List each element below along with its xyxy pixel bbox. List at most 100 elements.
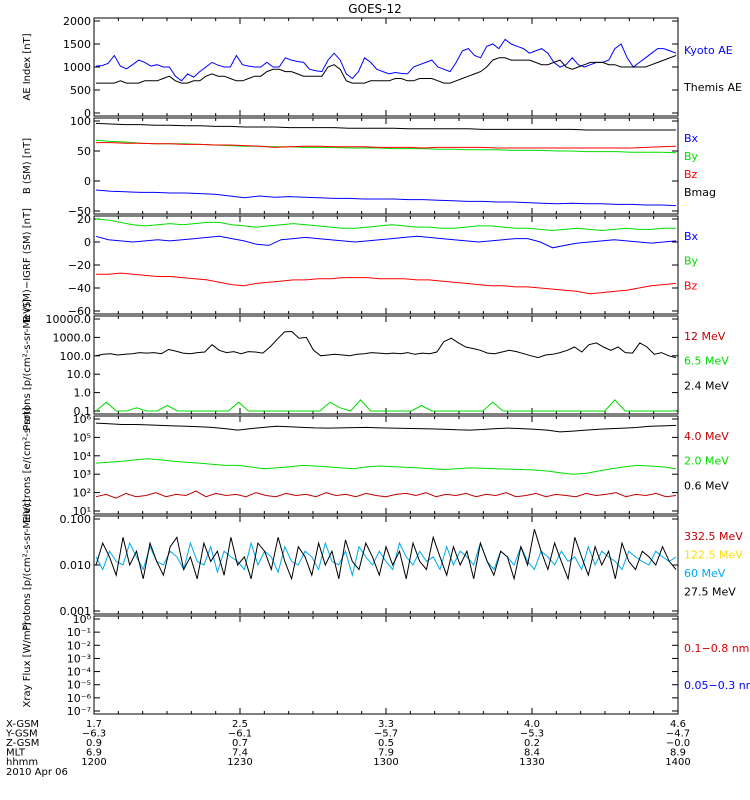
orbit-value: 1300	[373, 757, 398, 768]
orbit-value: 8.4	[524, 748, 540, 759]
y-tick-label: 20	[77, 213, 91, 226]
legend-entry: Bz	[684, 279, 698, 292]
y-tick-label: 0	[84, 175, 91, 188]
y-tick-label: 1.0	[74, 387, 92, 400]
series-line-bz	[96, 272, 677, 295]
series-line-2-0-mev	[95, 458, 677, 475]
y-tick-label: 500	[70, 84, 91, 97]
legend-entry: 0.05−0.3 nr	[684, 679, 750, 692]
y-tick-label: 1000	[63, 61, 91, 74]
legend-entry: 0.6 MeV	[684, 479, 729, 492]
y-tick-label: 10¹	[73, 505, 91, 518]
y-tick-label: 10⁴	[73, 450, 92, 463]
y-tick-label: 50	[77, 145, 91, 158]
y-axis-label: Electrons [e/(cm²-s-sr)]	[22, 407, 33, 523]
y-tick-label: 10⁰	[73, 613, 92, 626]
orbit-value: 0.7	[232, 738, 248, 749]
y-tick-label: 0.001	[60, 605, 92, 618]
panel-frame-4	[93, 315, 679, 415]
series-line-60-mev	[95, 541, 677, 578]
legend-entry: 60 MeV	[684, 567, 726, 580]
orbit-row-label: Z-GSM	[6, 738, 39, 749]
y-tick-label: 0.100	[60, 513, 92, 526]
y-axis-label: Protons [p/(cm²-s-sr-MeV)]	[22, 499, 33, 631]
y-tick-label: 1500	[63, 38, 91, 51]
orbit-value: −4.7	[666, 729, 690, 740]
legend-entry: 27.5 MeV	[684, 586, 736, 599]
legend-entry: 332.5 MeV	[684, 530, 743, 543]
orbit-value: 7.9	[378, 748, 394, 759]
orbit-value: 4.6	[670, 719, 686, 730]
series-line-bz	[96, 142, 677, 149]
y-tick-label: 10⁵	[73, 431, 91, 444]
legend-entry: 122.5 MeV	[684, 549, 743, 562]
orbit-value: −6.1	[228, 729, 252, 740]
legend-entry: 2.0 MeV	[684, 455, 729, 468]
series-line-2-4-mev	[95, 330, 677, 359]
y-tick-label: 10.0	[67, 368, 92, 381]
orbit-value: −0.0	[666, 738, 690, 749]
orbit-value: 8.9	[670, 748, 686, 759]
series-line-bmag	[95, 122, 676, 131]
orbit-row-label: Y-GSM	[5, 729, 38, 740]
panel-frame-2	[93, 117, 679, 215]
series-line-4-0-mev	[95, 490, 677, 499]
legend-entry: 0.1−0.8 nm	[684, 642, 749, 655]
orbit-value: 1230	[227, 757, 252, 768]
series-line-kyoto-ae	[95, 38, 677, 82]
y-tick-label: 10²	[73, 487, 91, 500]
series-line-bx	[95, 235, 677, 249]
orbit-row-label: MLT	[6, 748, 26, 759]
legend-entry: 6.5 MeV	[684, 355, 729, 368]
orbit-value: 6.9	[86, 748, 102, 759]
orbit-value: 1330	[519, 757, 544, 768]
y-axis-label: Protons [p/(cm²-s-sr-MeV)]	[22, 299, 33, 431]
orbit-value: 2.5	[232, 719, 248, 730]
y-axis-label: B (SM)−IGRF (SM) [nT]	[22, 208, 33, 322]
y-tick-label: 10⁻³	[67, 652, 91, 665]
y-tick-label: 10⁻⁵	[67, 679, 91, 692]
legend-entry: Bx	[684, 230, 699, 243]
legend-entry: Themis AE	[683, 81, 742, 94]
orbit-value: 4.0	[524, 719, 540, 730]
orbit-row-label: hhmm	[6, 757, 38, 768]
series-line-by	[95, 139, 677, 154]
legend-entry: By	[684, 150, 699, 163]
orbit-value: −6.3	[82, 729, 106, 740]
y-tick-label: −40	[68, 282, 91, 295]
chart-title: GOES-12	[348, 2, 402, 16]
legend-entry: Bmag	[684, 186, 716, 199]
series-line-by	[95, 218, 676, 232]
y-tick-label: 10⁶	[73, 413, 92, 426]
date-label: 2010 Apr 06	[6, 767, 68, 778]
orbit-value: 1200	[81, 757, 106, 768]
y-tick-label: 10³	[73, 468, 91, 481]
y-tick-label: 0	[84, 107, 91, 120]
orbit-value: −5.3	[520, 729, 544, 740]
legend-entry: Bz	[684, 168, 698, 181]
series-line-0-6-mev	[95, 422, 677, 433]
series-line-themis-ae	[96, 55, 677, 84]
orbit-value: 0.9	[86, 738, 102, 749]
orbit-value: 1.7	[86, 719, 102, 730]
panel-frame-5	[93, 415, 679, 515]
orbit-value: −5.7	[374, 729, 398, 740]
panel-frame-3	[93, 215, 679, 315]
y-tick-label: 10000.0	[46, 313, 92, 326]
panel-frame-1	[93, 17, 679, 117]
orbit-value: 1400	[665, 757, 690, 768]
y-tick-label: 10⁻⁴	[67, 666, 92, 679]
y-tick-label: 0	[84, 236, 91, 249]
series-line-6-5-mev	[95, 399, 676, 412]
panel-frame-7	[93, 615, 679, 715]
orbit-value: 0.5	[378, 738, 394, 749]
legend-entry: Kyoto AE	[684, 44, 733, 57]
orbit-value: 7.4	[232, 748, 248, 759]
series-line-27-5-mev	[95, 529, 677, 581]
legend-entry: 2.4 MeV	[684, 379, 729, 392]
legend-entry: 12 MeV	[684, 330, 726, 343]
legend-entry: 4.0 MeV	[684, 430, 729, 443]
y-tick-label: 100	[70, 115, 91, 128]
y-tick-label: 0.010	[60, 559, 92, 572]
legend-entry: Bx	[684, 132, 699, 145]
